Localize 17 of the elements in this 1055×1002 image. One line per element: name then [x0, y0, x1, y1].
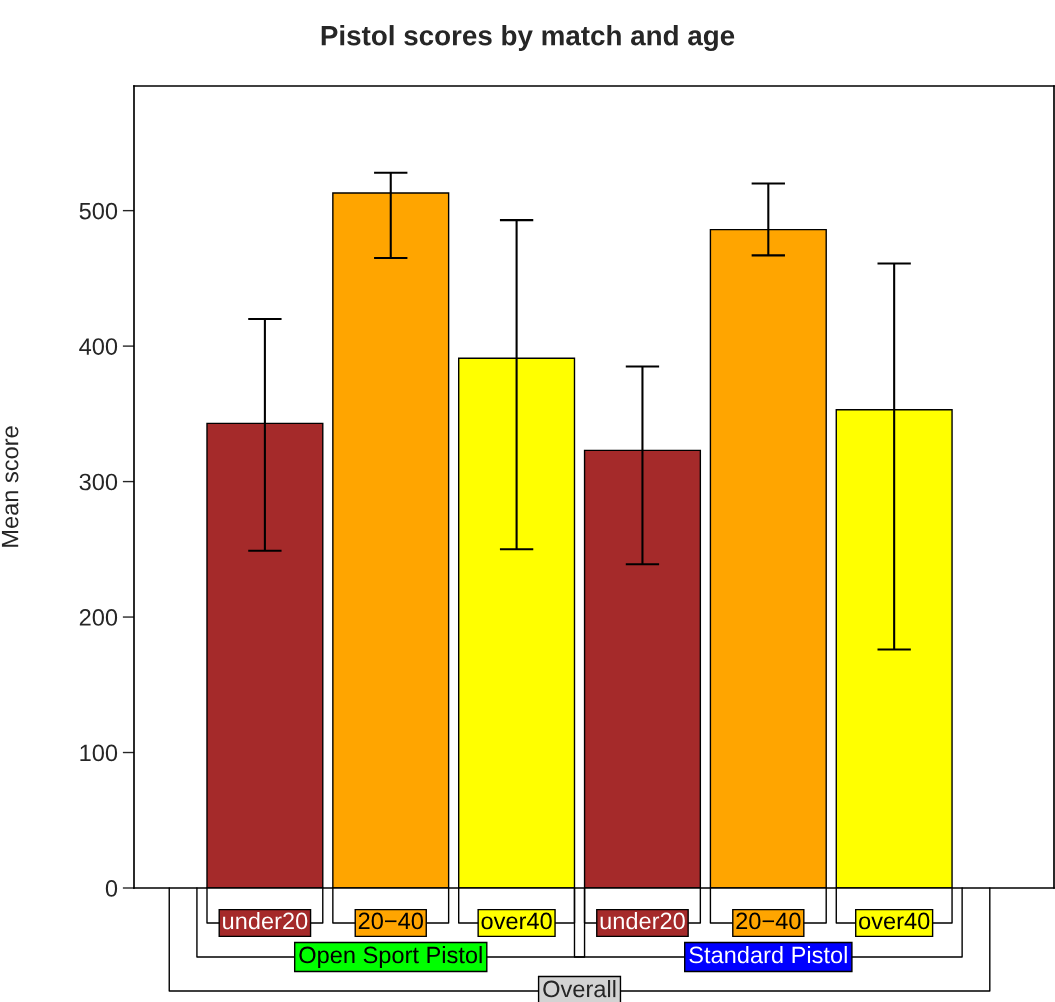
- x-tick-label: 20−40: [736, 912, 801, 930]
- y-tick-label: 500: [79, 202, 118, 220]
- y-tick-label: 400: [79, 338, 118, 355]
- text: Overall: [543, 979, 616, 998]
- chart-title: Pistol scores by match and age: [321, 25, 735, 52]
- text: Open Sport Pistol: [299, 945, 482, 969]
- x-tick-label: under20: [223, 911, 308, 930]
- x-tick-label: over40: [859, 912, 930, 930]
- x-tick-label: under20: [600, 911, 685, 930]
- y-tick-label: 300: [79, 473, 118, 491]
- text: Standard Pistol: [689, 945, 847, 964]
- y-tick-label: 200: [79, 609, 118, 626]
- x-tick-label: 20−40: [358, 912, 423, 930]
- y-tick-label: 0: [105, 880, 118, 897]
- x-tick-label: over40: [481, 912, 552, 930]
- y-tick-label: 100: [80, 744, 118, 762]
- y-axis-title: Mean score: [1, 426, 19, 547]
